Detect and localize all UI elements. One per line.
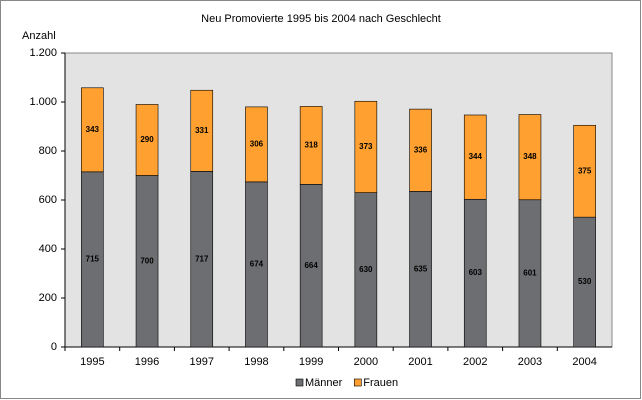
data-label: 603: [469, 268, 483, 277]
bar-segment: [190, 89, 214, 172]
data-label: 373: [359, 142, 373, 151]
data-label: 715: [86, 255, 100, 264]
data-label: 306: [250, 139, 264, 148]
x-tick-label: 2001: [408, 356, 432, 368]
data-label: 674: [250, 260, 264, 269]
data-label: 344: [469, 152, 483, 161]
data-label: 664: [304, 261, 318, 270]
x-tick-label: 1995: [80, 356, 104, 368]
x-tick-label: 2003: [518, 356, 542, 368]
y-tick-label: 200: [39, 292, 57, 304]
data-label: 630: [359, 265, 373, 274]
x-tick-label: 1997: [190, 356, 214, 368]
y-tick-label: 0: [51, 341, 57, 353]
bar-segment: [299, 106, 323, 185]
y-tick-label: 800: [39, 145, 57, 157]
data-label: 635: [414, 264, 428, 273]
data-label: 530: [578, 277, 592, 286]
data-label: 375: [578, 166, 592, 175]
data-label: 290: [140, 135, 154, 144]
y-tick-label: 1.000: [29, 96, 57, 108]
bar-segment: [135, 104, 159, 176]
bar-segment: [463, 114, 487, 200]
bar-segment: [245, 106, 268, 183]
data-label: 348: [523, 152, 537, 161]
data-label: 318: [304, 140, 318, 149]
data-label: 717: [195, 254, 209, 263]
legend-label: Männer: [305, 377, 343, 389]
bar-segment: [409, 108, 432, 192]
x-tick-label: 2002: [463, 356, 487, 368]
data-label: 343: [86, 125, 100, 134]
chart-title: Neu Promovierte 1995 bis 2004 nach Gesch…: [201, 13, 441, 25]
bar-segment: [573, 124, 596, 218]
data-label: 331: [195, 126, 209, 135]
y-tick-label: 400: [39, 243, 57, 255]
x-tick-label: 1999: [299, 356, 323, 368]
data-label: 336: [414, 145, 428, 154]
data-label: 601: [523, 268, 537, 277]
y-tick-label: 1.200: [29, 47, 57, 59]
x-tick-label: 2000: [354, 356, 378, 368]
y-axis-label: Anzahl: [22, 30, 56, 42]
y-tick-label: 600: [39, 194, 57, 206]
legend-swatch: [295, 378, 304, 387]
legend-swatch: [353, 378, 362, 387]
x-tick-label: 1998: [244, 356, 268, 368]
legend-label: Frauen: [363, 377, 398, 389]
bar-segment: [354, 100, 378, 193]
x-tick-label: 2004: [572, 356, 596, 368]
x-tick-label: 1996: [135, 356, 159, 368]
bar-segment: [81, 87, 104, 173]
data-label: 700: [140, 256, 154, 265]
bar-segment: [518, 114, 542, 201]
